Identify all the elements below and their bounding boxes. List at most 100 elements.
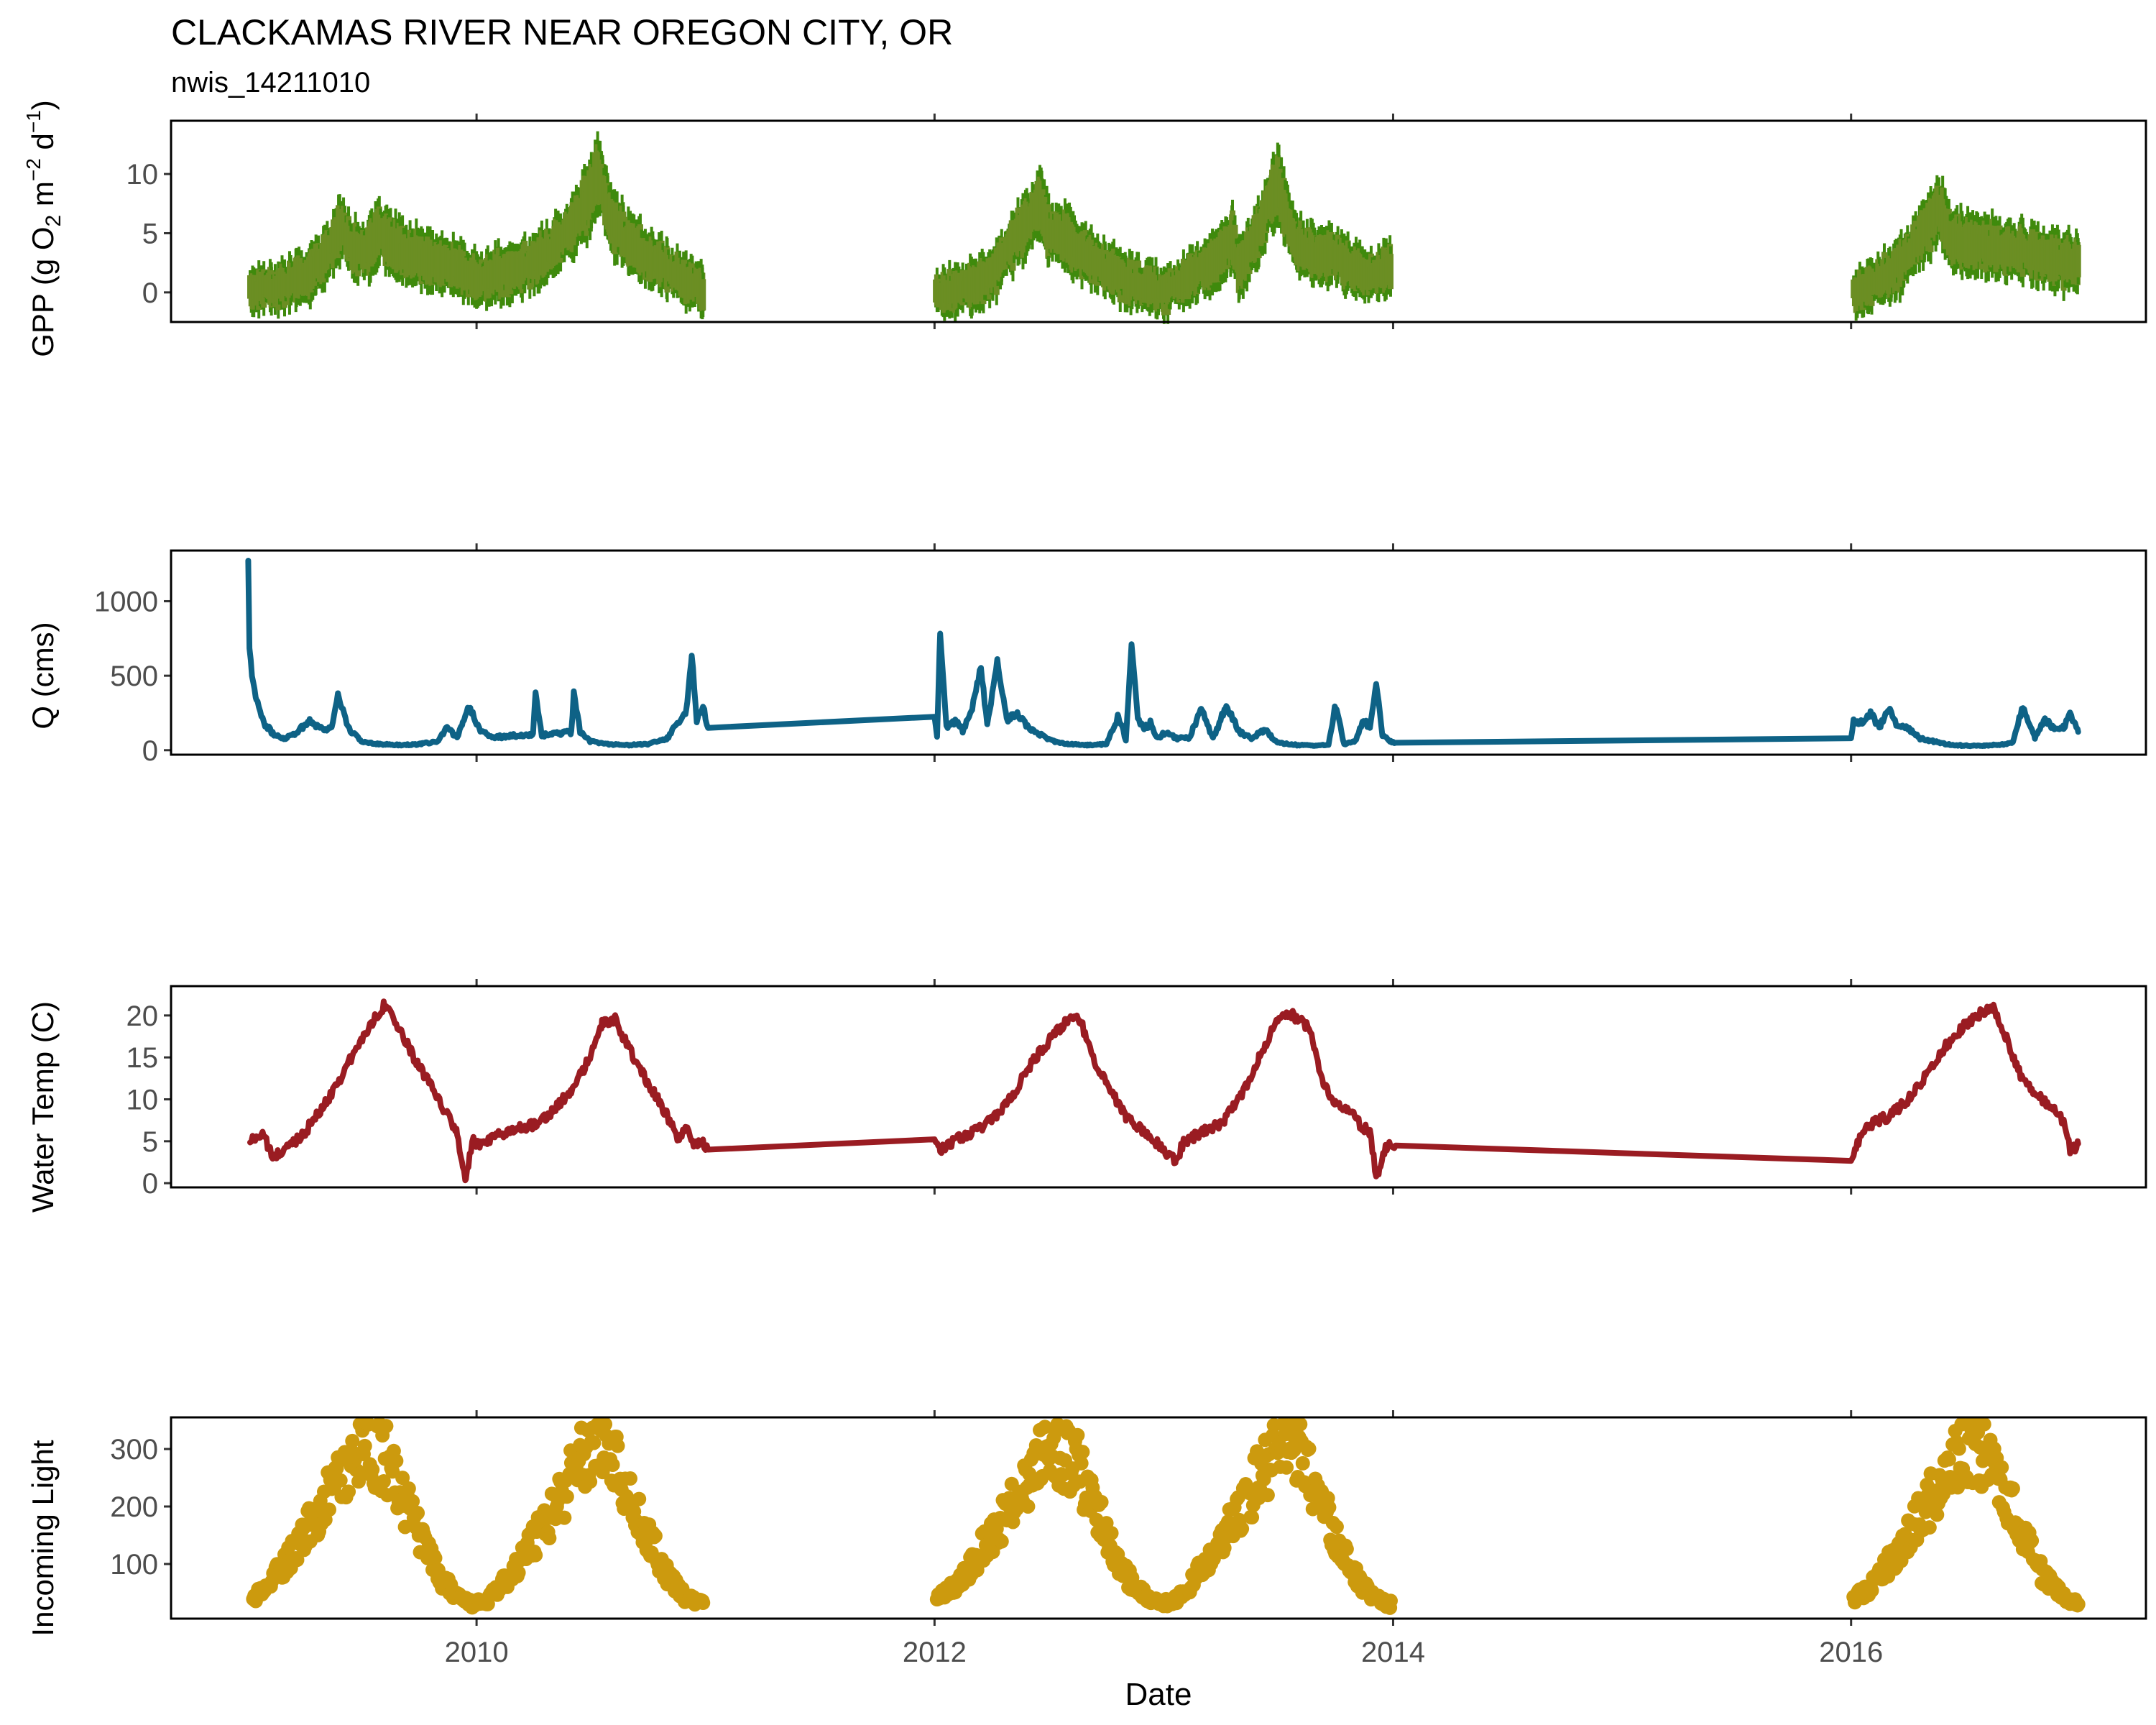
q-panel-frame xyxy=(170,549,2147,756)
gpp-ylabel-mid: m xyxy=(26,181,60,215)
light-point xyxy=(632,1491,647,1506)
light-point xyxy=(345,1433,360,1448)
x-tick-label: 2014 xyxy=(1361,1637,1425,1668)
light-point xyxy=(365,1462,380,1477)
light-point xyxy=(559,1489,574,1504)
chart-subtitle: nwis_14211010 xyxy=(171,67,370,98)
gpp-y-ticks: 0 5 10 xyxy=(126,159,171,309)
light-point xyxy=(1070,1427,1085,1443)
gpp-y-axis-label: GPP (g O2 m−2 d−1) xyxy=(22,100,65,357)
light-point xyxy=(1930,1507,1945,1522)
gpp-y-tick-label: 0 xyxy=(142,277,158,309)
x-tick-labels: 2010 2012 2014 2016 xyxy=(445,1637,1884,1668)
light-point xyxy=(994,1534,1009,1549)
gpp-panel: GPP (g O2 m−2 d−1) 0 5 10 xyxy=(22,100,2147,357)
light-point xyxy=(557,1510,572,1525)
q-series xyxy=(245,558,2081,750)
temp-y-tick-label: 15 xyxy=(126,1042,159,1074)
gpp-ylabel-sub: 2 xyxy=(42,215,65,227)
light-point xyxy=(1994,1460,2009,1475)
light-y-tick-label: 200 xyxy=(110,1491,158,1523)
light-point xyxy=(1217,1540,1232,1555)
light-point xyxy=(583,1474,598,1489)
light-point xyxy=(1293,1417,1308,1432)
light-point xyxy=(1302,1441,1317,1456)
q-panel: Q (cms) 0 500 1000 xyxy=(26,543,2147,767)
light-point xyxy=(1037,1420,1052,1435)
light-point xyxy=(389,1453,404,1468)
light-point xyxy=(610,1438,625,1453)
temp-y-axis-label: Water Temp (C) xyxy=(26,1001,60,1213)
temp-panel: Water Temp (C) 0 5 10 15 20 xyxy=(26,979,2147,1213)
light-point xyxy=(1074,1455,1089,1471)
light-point xyxy=(1329,1519,1344,1535)
temp-x-ticks xyxy=(475,979,1853,1195)
light-point xyxy=(586,1435,602,1450)
light-point xyxy=(598,1417,613,1432)
light-point xyxy=(1922,1520,1937,1535)
light-point xyxy=(1339,1542,1354,1557)
x-tick-label: 2010 xyxy=(445,1637,509,1668)
x-axis-label: Date xyxy=(1125,1677,1192,1712)
chart-title: CLACKAMAS RIVER NEAR OREGON CITY, OR xyxy=(171,12,953,52)
light-point xyxy=(395,1471,410,1486)
light-x-ticks xyxy=(475,1410,1853,1626)
light-point xyxy=(1022,1466,1037,1481)
light-point xyxy=(2070,1596,2086,1611)
light-point xyxy=(428,1550,443,1565)
light-point xyxy=(341,1484,356,1499)
gpp-range-box xyxy=(1387,254,1393,290)
light-point xyxy=(1976,1417,1991,1432)
light-point xyxy=(622,1471,637,1486)
light-point xyxy=(405,1494,420,1509)
temp-y-tick-label: 0 xyxy=(142,1168,158,1200)
q-x-ticks xyxy=(475,543,1853,762)
light-point xyxy=(1864,1583,1879,1598)
gpp-series xyxy=(247,131,2081,324)
light-point xyxy=(401,1481,416,1496)
light-point xyxy=(410,1506,425,1521)
x-tick-label: 2012 xyxy=(903,1637,967,1668)
temp-panel-frame xyxy=(170,985,2147,1189)
light-y-tick-label: 300 xyxy=(110,1434,158,1466)
light-point xyxy=(1295,1455,1310,1471)
light-point xyxy=(595,1465,610,1480)
light-point xyxy=(1322,1500,1337,1515)
gpp-panel-frame xyxy=(170,119,2147,323)
q-line xyxy=(245,558,2081,750)
light-point xyxy=(1104,1526,1119,1541)
light-point xyxy=(1279,1460,1294,1475)
light-point xyxy=(333,1473,348,1488)
gpp-y-tick-label: 10 xyxy=(126,159,159,190)
q-y-tick-label: 0 xyxy=(142,735,158,767)
temp-line xyxy=(247,998,2081,1184)
temp-y-tick-label: 20 xyxy=(126,1000,159,1032)
gpp-ylabel-sup2: −1 xyxy=(22,110,45,133)
light-point xyxy=(376,1474,391,1489)
q-y-tick-label: 500 xyxy=(110,661,158,692)
light-point xyxy=(1075,1445,1090,1460)
gpp-range-box xyxy=(700,279,706,310)
light-series xyxy=(246,1417,2086,1615)
light-point xyxy=(397,1519,413,1535)
light-point xyxy=(1021,1499,1036,1514)
gpp-x-ticks xyxy=(475,114,1853,329)
light-point xyxy=(357,1438,372,1453)
temp-y-tick-label: 5 xyxy=(142,1126,158,1158)
light-point xyxy=(605,1457,620,1472)
light-point xyxy=(1383,1593,1398,1609)
light-point xyxy=(528,1547,543,1563)
light-point xyxy=(1260,1488,1275,1503)
light-y-tick-label: 100 xyxy=(110,1549,158,1581)
gpp-ylabel-main: GPP (g O xyxy=(26,226,60,356)
q-y-tick-label: 1000 xyxy=(94,586,158,617)
temp-y-ticks: 0 5 10 15 20 xyxy=(126,1000,171,1200)
x-tick-label: 2016 xyxy=(1819,1637,1883,1668)
gpp-range-box xyxy=(2075,244,2081,277)
light-y-axis-label: Incoming Light xyxy=(26,1440,60,1636)
light-point xyxy=(2005,1481,2020,1496)
light-point xyxy=(1951,1441,1966,1456)
light-point xyxy=(321,1502,336,1517)
